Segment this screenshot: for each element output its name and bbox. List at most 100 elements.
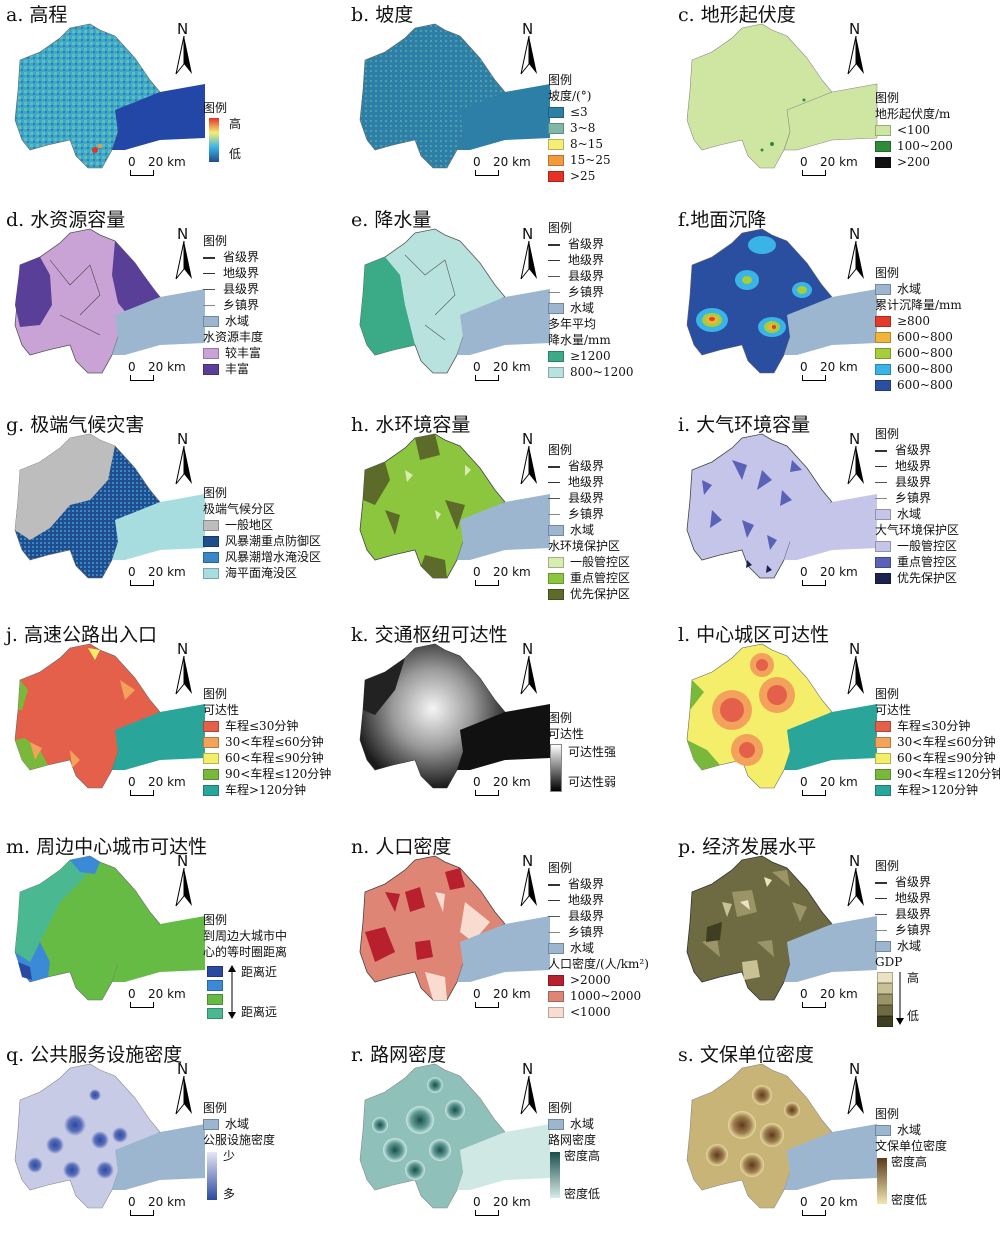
scale-bar: 0 20 km xyxy=(128,775,188,797)
map-subsidence xyxy=(686,228,877,374)
panel-m-surrounding-cities: m. 周边中心城市可达性 N 0 20 km 图例 到周边大城市中 心的等时圈距离… xyxy=(0,832,333,1037)
north-arrow: N xyxy=(517,430,541,486)
north-arrow: N xyxy=(172,1060,196,1116)
scale-bar: 0 20 km xyxy=(128,987,188,1009)
legend: 图例 坡度/(°) ≤3 3~8 8~15 15~25 >25 xyxy=(548,73,611,183)
north-arrow: N xyxy=(844,430,868,486)
legend: 图例 水域 累计沉降量/mm ≥800 600~800 600~800 600~… xyxy=(875,266,962,392)
legend: 图例 水域 公服设施密度 少 多 xyxy=(203,1101,276,1201)
panel-title: i. 大气环境容量 xyxy=(678,414,811,436)
panel-title: b. 坡度 xyxy=(351,4,414,26)
panel-title: p. 经济发展水平 xyxy=(678,836,817,858)
map-surrounding-cities xyxy=(14,855,205,1001)
panel-title: q. 公共服务设施密度 xyxy=(6,1044,183,1066)
legend: 图例 可达性 车程≤30分钟 30<车程≤60分钟 60<车程≤90分钟 90<… xyxy=(203,687,332,797)
legend: 图例 水域 路网密度 密度高 密度低 xyxy=(548,1101,601,1201)
panel-c-relief: c. 地形起伏度 N 0 20 km 图例 地形起伏度/m <100 100~20… xyxy=(672,0,1000,205)
panel-e-precipitation: e. 降水量 N 0 20 km 图例 省级界 地级界 县级界 乡镇界 水域 多年… xyxy=(345,205,678,410)
panel-title: s. 文保单位密度 xyxy=(678,1044,814,1066)
scale-bar: 0 20 km xyxy=(473,987,533,1009)
panel-title: c. 地形起伏度 xyxy=(678,4,796,26)
map-slope xyxy=(359,23,550,169)
map-relief xyxy=(686,23,878,169)
north-arrow: N xyxy=(517,852,541,908)
north-arrow: N xyxy=(172,20,196,76)
north-arrow: N xyxy=(844,640,868,696)
panel-q-public-service: q. 公共服务设施密度 N 0 20 km 图例 水域 公服设施密度 少 多 xyxy=(0,1040,333,1245)
panel-s-heritage-density: s. 文保单位密度 N 0 20 km 图例 水域 文保单位密度 密度高 密度低 xyxy=(672,1040,1000,1245)
panel-h-water-environment: h. 水环境容量 N 0 20 km 图例 省级界 地级界 县级界 乡镇界 水域 … xyxy=(345,410,678,615)
north-arrow: N xyxy=(517,640,541,696)
panel-i-air-environment: i. 大气环境容量 N 0 20 km 图例 省级界 地级界 县级界 乡镇界 水域… xyxy=(672,410,1000,615)
legend-title: 图例 xyxy=(203,101,228,115)
panel-b-slope: b. 坡度 N 0 20 km 图例 坡度/(°) ≤3 3~8 8~15 15~… xyxy=(345,0,678,205)
panel-title: a. 高程 xyxy=(6,4,68,26)
north-arrow: N xyxy=(172,640,196,696)
legend-low: 低 xyxy=(229,147,242,161)
panel-r-road-density: r. 路网密度 N 0 20 km 图例 水域 路网密度 密度高 密度低 xyxy=(345,1040,678,1245)
scale-bar: 0 20 km xyxy=(473,775,533,797)
panel-title: k. 交通枢纽可达性 xyxy=(351,624,508,646)
map-highway-exits xyxy=(14,643,205,789)
legend: 图例 高 低 xyxy=(203,100,241,164)
map-elevation xyxy=(14,23,205,169)
panel-p-economy: p. 经济发展水平 N 0 20 km 图例 省级界 地级界 县级界 乡镇界 水域… xyxy=(672,832,1000,1037)
scale-bar: 0 20 km xyxy=(128,565,188,587)
north-arrow: N xyxy=(844,1060,868,1116)
scale-bar: 0 20 km xyxy=(800,360,860,382)
scale-bar: 0 20 km xyxy=(800,987,860,1009)
map-heritage-density xyxy=(686,1063,877,1209)
panel-title: d. 水资源容量 xyxy=(6,209,126,231)
north-arrow: N xyxy=(517,20,541,76)
scale-bar: 0 20 km xyxy=(800,155,860,177)
scale-bar: 0 20 km xyxy=(128,155,188,177)
map-precipitation xyxy=(359,228,550,374)
legend: 图例 省级界 地级界 县级界 乡镇界 水域 大气环境保护区 一般管控区 重点管控… xyxy=(875,427,960,585)
panel-k-transport-hub: k. 交通枢纽可达性 N 0 20 km 图例 可达性 可达性强 可达性弱 xyxy=(345,620,678,825)
scale-bar: 0 20 km xyxy=(128,1195,188,1217)
panel-g-extreme-climate: g. 极端气候灾害 N 0 20 km 图例 极端气候分区 一般地区 风暴潮重点防… xyxy=(0,410,333,615)
map-air-environment xyxy=(686,433,877,579)
panel-title: m. 周边中心城市可达性 xyxy=(6,836,208,858)
scale-bar: 0 20 km xyxy=(473,1195,533,1217)
scale-bar: 0 20 km xyxy=(473,155,533,177)
panel-d-water-resources: d. 水资源容量 N 0 20 km 图例 省级界 地级界 县级界 乡镇界 水域 … xyxy=(0,205,333,410)
legend: 图例 极端气候分区 一般地区 风暴潮重点防御区 风暴潮增水淹没区 海平面淹没区 xyxy=(203,486,322,580)
map-water-resources xyxy=(14,228,205,374)
map-economy xyxy=(686,855,877,1001)
legend: 图例 省级界 地级界 县级界 乡镇界 水域 多年平均 降水量/mm ≥1200 … xyxy=(548,221,634,379)
north-arrow: N xyxy=(844,852,868,908)
scale-bar: 0 20 km xyxy=(128,360,188,382)
panel-title: h. 水环境容量 xyxy=(351,414,471,436)
panel-j-highway-exits: j. 高速公路出入口 N 0 20 km 图例 可达性 车程≤30分钟 30<车程… xyxy=(0,620,333,825)
panel-title: n. 人口密度 xyxy=(351,836,452,858)
panel-a-elevation: a. 高程 N 0 20 km 图例 高 低 xyxy=(0,0,333,205)
legend: 图例 可达性 车程≤30分钟 30<车程≤60分钟 60<车程≤90分钟 90<… xyxy=(875,687,1000,797)
legend: 图例 省级界 地级界 县级界 乡镇界 水域 人口密度/(人/km²) >2000… xyxy=(548,861,649,1019)
panel-title: g. 极端气候灾害 xyxy=(6,414,145,436)
scale-bar: 0 20 km xyxy=(473,360,533,382)
map-transport-hub xyxy=(359,643,550,789)
scale-bar: 0 20 km xyxy=(800,775,860,797)
scale-bar: 0 20 km xyxy=(800,565,860,587)
panel-title: e. 降水量 xyxy=(351,209,432,231)
legend: 图例 省级界 地级界 县级界 乡镇界 水域 水环境保护区 一般管控区 重点管控区… xyxy=(548,443,631,601)
scale-bar: 0 20 km xyxy=(800,1195,860,1217)
map-public-service xyxy=(14,1063,205,1209)
legend: 图例 省级界 地级界 县级界 乡镇界 水域 GDP 高 低 xyxy=(875,858,931,1027)
scale-bar: 0 20 km xyxy=(473,565,533,587)
north-arrow: N xyxy=(172,430,196,486)
panel-title: f.地面沉降 xyxy=(678,209,767,231)
north-arrow: N xyxy=(844,20,868,76)
panel-f-subsidence: f.地面沉降 N 0 20 km 图例 水域 累计沉降量/mm ≥800 600~… xyxy=(672,205,1000,410)
legend-high: 高 xyxy=(229,117,242,131)
north-arrow: N xyxy=(517,1060,541,1116)
north-arrow: N xyxy=(172,225,196,281)
panel-title: l. 中心城区可达性 xyxy=(678,624,830,646)
north-arrow: N xyxy=(172,852,196,908)
panel-title: j. 高速公路出入口 xyxy=(6,624,157,646)
panel-title: r. 路网密度 xyxy=(351,1044,447,1066)
panel-n-population: n. 人口密度 N 0 20 km 图例 省级界 地级界 县级界 乡镇界 水域 人… xyxy=(345,832,678,1037)
panel-l-center-city: l. 中心城区可达性 N 0 20 km 图例 可达性 车程≤30分钟 30<车程… xyxy=(672,620,1000,825)
north-arrow: N xyxy=(844,225,868,281)
